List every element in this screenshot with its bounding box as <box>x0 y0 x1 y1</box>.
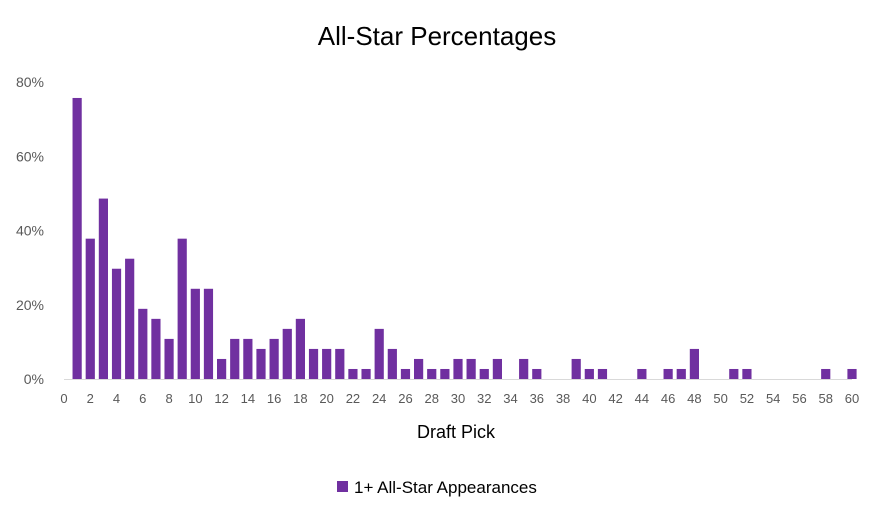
bar <box>190 288 200 379</box>
x-tick-label: 26 <box>398 391 412 406</box>
bar <box>387 348 397 379</box>
bar <box>361 368 371 379</box>
bar <box>847 368 857 379</box>
y-tick-label: 20% <box>16 297 44 313</box>
bar <box>138 308 148 379</box>
x-tick-label: 48 <box>687 391 701 406</box>
bar <box>282 328 292 379</box>
bar <box>637 368 647 379</box>
bar <box>663 368 673 379</box>
x-tick-label: 22 <box>346 391 360 406</box>
x-tick-label: 44 <box>635 391 649 406</box>
x-tick-label: 40 <box>582 391 596 406</box>
bar <box>125 258 135 379</box>
x-tick-label: 28 <box>424 391 438 406</box>
y-tick-label: 80% <box>16 74 44 90</box>
x-tick-label: 10 <box>188 391 202 406</box>
bar <box>98 198 108 379</box>
x-axis-ticks: 0 2 4 6 8 10 12 14 16 18 20 22 24 26 28 30 32 34 36 38 40 42 4… <box>60 391 859 406</box>
x-tick-label: 56 <box>792 391 806 406</box>
chart-title: All-Star Percentages <box>318 21 556 51</box>
x-tick-label: 24 <box>372 391 386 406</box>
bar <box>230 338 240 379</box>
x-tick-label: 58 <box>818 391 832 406</box>
y-axis-ticks: 0% 20% 40% 60% 80% <box>16 74 44 387</box>
bar <box>111 268 122 379</box>
x-tick-label: 12 <box>214 391 228 406</box>
x-tick-label: 16 <box>267 391 281 406</box>
bar <box>164 338 174 379</box>
bar <box>151 318 161 379</box>
bar <box>308 348 319 379</box>
bar <box>519 358 529 379</box>
bar <box>322 348 332 379</box>
bar <box>414 358 424 379</box>
bar <box>348 368 358 379</box>
x-tick-label: 4 <box>113 391 120 406</box>
bar <box>335 348 345 379</box>
x-tick-label: 8 <box>165 391 172 406</box>
y-tick-label: 60% <box>16 148 44 164</box>
bar <box>689 348 699 379</box>
bars <box>72 97 857 380</box>
x-tick-label: 60 <box>845 391 859 406</box>
x-tick-label: 2 <box>87 391 94 406</box>
x-tick-label: 52 <box>740 391 754 406</box>
x-tick-label: 30 <box>451 391 465 406</box>
bar <box>466 358 476 379</box>
bar <box>203 288 214 379</box>
legend-label: 1+ All-Star Appearances <box>354 478 537 497</box>
x-tick-label: 42 <box>608 391 622 406</box>
bar <box>532 368 542 379</box>
bar <box>676 368 686 379</box>
bar <box>177 238 187 379</box>
bar <box>295 318 305 379</box>
bar <box>492 358 502 379</box>
x-tick-label: 36 <box>530 391 544 406</box>
bar <box>597 368 608 379</box>
bar <box>217 358 227 379</box>
x-tick-label: 46 <box>661 391 675 406</box>
x-tick-label: 0 <box>60 391 67 406</box>
y-tick-label: 0% <box>24 371 44 387</box>
bar <box>742 368 752 379</box>
bar <box>729 368 739 379</box>
y-tick-label: 40% <box>16 223 44 239</box>
legend-swatch <box>337 481 348 492</box>
bar <box>571 358 581 379</box>
x-tick-label: 6 <box>139 391 146 406</box>
bar <box>427 368 437 379</box>
x-tick-label: 34 <box>503 391 517 406</box>
bar <box>479 368 489 379</box>
bar <box>256 348 266 379</box>
x-tick-label: 14 <box>241 391 255 406</box>
x-tick-label: 32 <box>477 391 491 406</box>
x-tick-label: 18 <box>293 391 307 406</box>
bar <box>440 368 450 379</box>
bar <box>453 358 463 379</box>
bar <box>584 368 594 379</box>
bar <box>72 97 82 380</box>
bar <box>821 368 831 379</box>
x-tick-label: 54 <box>766 391 780 406</box>
x-axis-title: Draft Pick <box>417 422 496 442</box>
bar <box>374 328 384 379</box>
x-tick-label: 38 <box>556 391 570 406</box>
bar <box>85 238 95 379</box>
bar <box>269 338 279 379</box>
bar <box>243 338 253 379</box>
x-tick-label: 20 <box>319 391 333 406</box>
x-tick-label: 50 <box>713 391 727 406</box>
bar <box>400 368 411 379</box>
legend: 1+ All-Star Appearances <box>337 478 537 497</box>
